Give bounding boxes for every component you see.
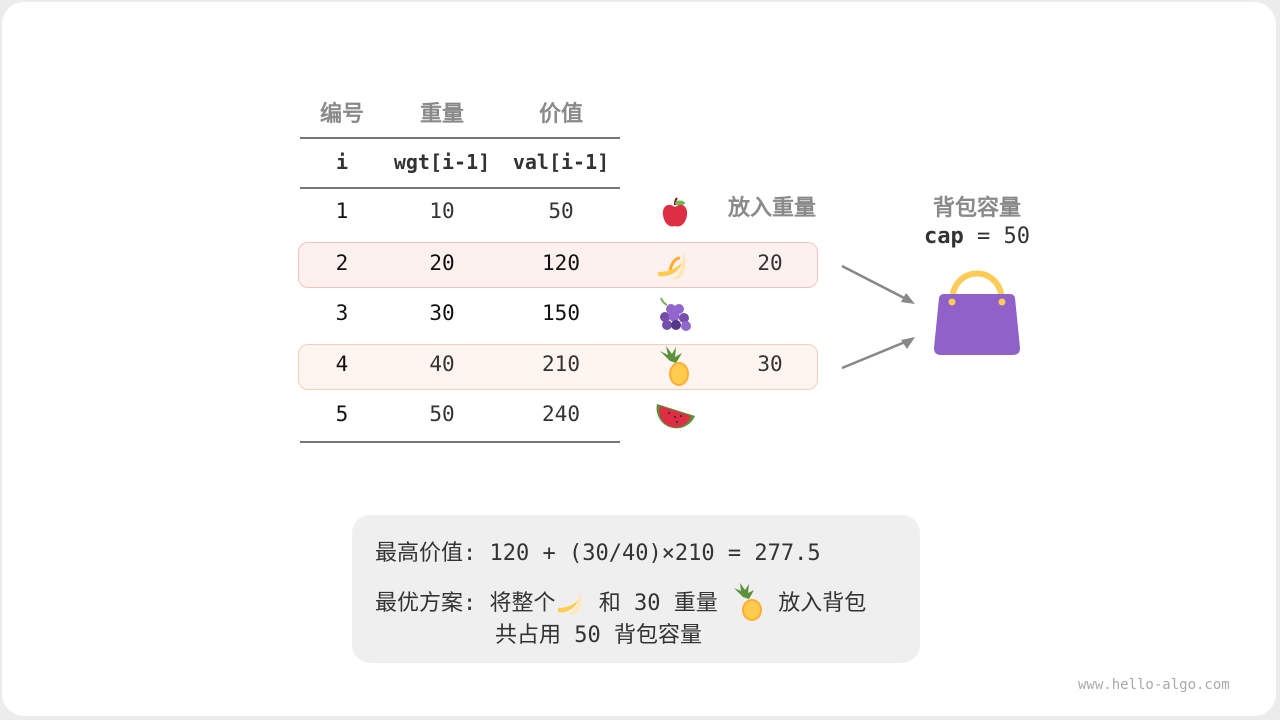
cell-put-weight: 30 (757, 352, 783, 376)
solution-text-a: 将整个 (489, 591, 556, 616)
banana-icon (557, 590, 581, 615)
cap-value: = 50 (977, 224, 1030, 249)
cell-i: 4 (335, 352, 349, 376)
header-value: 价值 (538, 102, 584, 127)
cell-val: 150 (542, 301, 580, 325)
cap-keyword: cap (924, 224, 964, 249)
table-rule-bottom (300, 441, 620, 443)
subheader-i: i (335, 150, 349, 174)
solution-text-b: 和 30 重量 (598, 591, 718, 616)
put-weight-header: 放入重量 (727, 196, 817, 221)
cell-i: 3 (335, 301, 349, 325)
grapes-icon (660, 297, 691, 331)
subheader-val: val[i-1] (512, 150, 610, 174)
cell-wgt: 30 (429, 301, 455, 325)
max-value-formula: 120 + (30/40)×210 = 277.5 (489, 541, 821, 566)
pineapple-icon (660, 346, 689, 386)
cell-i: 2 (335, 251, 349, 275)
apple-icon (662, 197, 688, 227)
arrow-icon (841, 264, 915, 304)
cell-i: 1 (335, 199, 349, 223)
summary-box: 最高价值: 120 + (30/40)×210 = 277.5 最优方案: 将整… (352, 515, 920, 663)
header-id: 编号 (319, 102, 365, 127)
cell-put-weight: 20 (757, 251, 783, 275)
cell-wgt: 40 (429, 352, 455, 376)
highlight-row-2 (298, 242, 818, 288)
knapsack-title: 背包容量 (932, 196, 1022, 221)
capacity-used-text: 共占用 50 背包容量 (495, 623, 702, 648)
solution-text-c: 放入背包 (778, 591, 867, 616)
cell-val: 50 (548, 199, 574, 223)
subheader-wgt: wgt[i-1] (393, 150, 491, 174)
cell-val: 120 (542, 251, 580, 275)
cell-wgt: 50 (429, 402, 455, 426)
watermark: www.hello-algo.com (1078, 677, 1230, 693)
handbag-icon (934, 270, 1020, 355)
cell-val: 240 (542, 402, 580, 426)
banana-icon (658, 250, 686, 280)
cell-val: 210 (542, 352, 580, 376)
arrows (841, 264, 915, 370)
highlight-row-4 (298, 344, 818, 390)
capacity-label: cap = 50 (924, 224, 1030, 249)
pineapple-icon (734, 583, 762, 621)
table-rule-top (300, 137, 620, 139)
table-rule-mid (300, 187, 620, 189)
solution-label: 最优方案: (375, 591, 477, 616)
arrow-icon (841, 337, 915, 370)
watermelon-icon (656, 404, 695, 429)
header-weight: 重量 (419, 102, 465, 127)
cell-i: 5 (335, 402, 349, 426)
cell-wgt: 20 (429, 251, 455, 275)
max-value-label: 最高价值: (375, 541, 477, 566)
cell-wgt: 10 (429, 199, 455, 223)
